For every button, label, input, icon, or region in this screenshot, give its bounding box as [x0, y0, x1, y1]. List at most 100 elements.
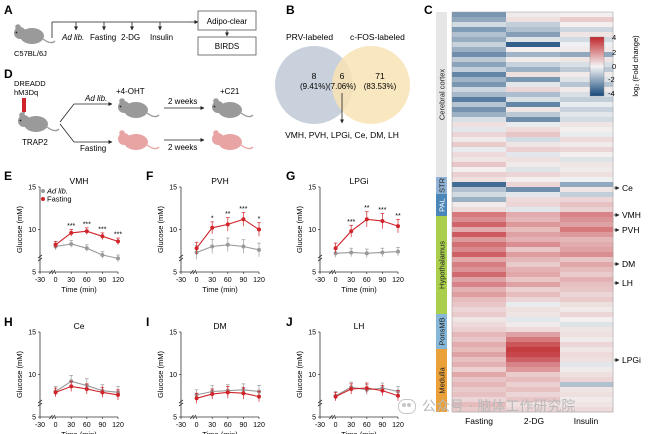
heatmap-col-label: 2-DG [524, 416, 544, 426]
heatmap-cell [452, 147, 507, 153]
heatmap-cell [506, 37, 561, 43]
x-axis-label: Time (min) [341, 285, 377, 294]
heatmap-border [451, 11, 614, 413]
y-axis-label: Glucose (mM) [15, 205, 24, 253]
chart-title: PVH [211, 176, 228, 186]
heatmap-cell [506, 392, 561, 398]
y-tick-label: 5 [312, 270, 316, 277]
color-legend-bar [589, 36, 605, 97]
heatmap-cell [560, 342, 614, 348]
heatmap-cell [560, 372, 614, 378]
heatmap-cell [452, 62, 507, 68]
venn-left-pct: (9.41%) [300, 82, 328, 91]
region-bar-segment [436, 314, 447, 349]
heatmap-cell [452, 102, 507, 108]
x-tick-label: 30 [347, 422, 355, 429]
significance-mark: *** [114, 232, 122, 239]
venn-mid-count: 6 [340, 71, 345, 81]
heatmap-cell [506, 92, 561, 98]
virus-label-2: hM3Dq [14, 88, 38, 97]
heatmap-cell [506, 222, 561, 228]
arm-arrow-top [59, 102, 113, 123]
region-bar-segment [436, 194, 447, 216]
data-point [84, 246, 89, 251]
axis-break [37, 399, 43, 407]
heatmap-cell [506, 27, 561, 33]
heatmap-cell [560, 77, 614, 83]
heatmap-cell [506, 352, 561, 358]
heatmap-cell [560, 187, 614, 193]
data-point [349, 386, 354, 391]
region-label: PonsMB [438, 317, 447, 345]
data-point [116, 392, 120, 397]
heatmap-cell [560, 207, 614, 213]
heatmap-cell [506, 182, 561, 188]
heatmap-cell [506, 122, 561, 128]
legend-tick: 4 [612, 33, 616, 42]
heatmap-cell [452, 307, 507, 313]
heatmap-cell [506, 347, 561, 353]
heatmap-cell [560, 142, 614, 148]
step-insulin: Insulin [150, 33, 173, 42]
heatmap-cell [506, 137, 561, 143]
y-tick-label: 10 [169, 227, 177, 234]
heatmap-cell [560, 292, 614, 298]
heatmap-cell [506, 322, 561, 328]
heatmap-cell [506, 102, 561, 108]
heatmap-cell [506, 172, 561, 178]
significance-mark: *** [347, 219, 355, 226]
axis-break [178, 399, 184, 407]
heatmap-cell [560, 277, 614, 283]
heatmap-cell [506, 17, 561, 23]
step-adlib: Ad lib. [61, 33, 84, 42]
y-tick-label: 5 [173, 415, 177, 422]
significance-mark: ** [364, 205, 370, 212]
legend-marker-fasting [41, 197, 45, 201]
heatmap-cell [560, 327, 614, 333]
heatmap-cell [506, 267, 561, 273]
venn-circle-prv [275, 46, 353, 124]
region-bar-segment [436, 177, 447, 194]
axis-break [317, 399, 323, 407]
mouse-icon [13, 23, 56, 45]
heatmap-cell [506, 192, 561, 198]
heatmap-cell [506, 212, 561, 218]
x-tick-label: 120 [253, 422, 265, 429]
heatmap-cell [506, 202, 561, 208]
heatmap-cell [506, 287, 561, 293]
x-tick-label: 90 [99, 422, 107, 429]
panel-letter-f: F [146, 169, 153, 183]
heatmap-cell [506, 362, 561, 368]
heatmap-cell [560, 32, 614, 38]
x-tick-label: 120 [112, 422, 124, 429]
heatmap-cell [452, 362, 507, 368]
heatmap-cell [452, 112, 507, 118]
panel-letter-j: J [286, 315, 293, 329]
venn-right-pct: (83.53%) [364, 82, 397, 91]
heatmap-cell [560, 402, 614, 408]
heatmap-cell [506, 337, 561, 343]
data-point [210, 225, 215, 230]
heatmap-cell [452, 387, 507, 393]
significance-mark: *** [239, 206, 247, 213]
heatmap-cell [452, 227, 507, 233]
heatmap-cell [506, 152, 561, 158]
venn-circle-cfos [332, 46, 410, 124]
x-tick-label: 30 [67, 422, 75, 429]
line-chart-pvh: PVH -30 0 30 60 90 120 5 10 15 Time (min) Glucose (… [156, 176, 265, 294]
heatmap-cell [452, 297, 507, 303]
heatmap-cell [506, 252, 561, 258]
x-tick-label: 90 [240, 277, 248, 284]
y-tick-label: 15 [28, 185, 36, 192]
y-axis-label: Glucose (mM) [295, 205, 304, 253]
region-marker-label: LH [622, 278, 633, 288]
data-point [257, 247, 261, 252]
y-tick-label: 10 [308, 227, 316, 234]
region-marker-label: Ce [622, 183, 633, 193]
heatmap-cell [452, 322, 507, 328]
x-tick-label: 120 [112, 277, 124, 284]
mouse-icon-pink [212, 130, 254, 150]
heatmap-cell [506, 332, 561, 338]
step-fasting: Fasting [90, 33, 116, 42]
heatmap-cell [452, 312, 507, 318]
